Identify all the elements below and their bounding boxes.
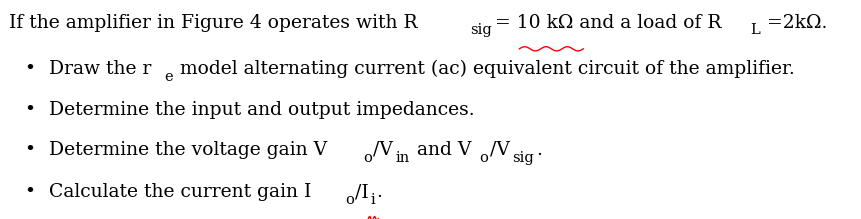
Text: o: o	[345, 193, 354, 207]
Text: /V: /V	[490, 141, 510, 159]
Text: o: o	[362, 151, 372, 165]
Text: model alternating current (ac) equivalent circuit of the amplifier.: model alternating current (ac) equivalen…	[174, 60, 795, 78]
Text: i: i	[370, 193, 375, 207]
Text: sig: sig	[470, 23, 492, 37]
Text: Calculate the current gain I: Calculate the current gain I	[49, 183, 312, 201]
Text: •: •	[25, 141, 35, 159]
Text: .: .	[536, 141, 542, 159]
Text: in: in	[395, 151, 410, 165]
Text: •: •	[25, 60, 35, 78]
Text: e: e	[164, 70, 173, 84]
Text: o: o	[480, 151, 488, 165]
Text: •: •	[25, 183, 35, 201]
Text: Determine the voltage gain V: Determine the voltage gain V	[49, 141, 327, 159]
Text: sig: sig	[512, 151, 534, 165]
Text: /I: /I	[355, 183, 369, 201]
Text: and V: and V	[412, 141, 472, 159]
Text: If the amplifier in Figure 4 operates with R: If the amplifier in Figure 4 operates wi…	[9, 14, 418, 32]
Text: Determine the input and output impedances.: Determine the input and output impedance…	[49, 101, 474, 119]
Text: .: .	[376, 183, 382, 201]
Text: L: L	[751, 23, 760, 37]
Text: /V: /V	[373, 141, 393, 159]
Text: Draw the r: Draw the r	[49, 60, 152, 78]
Text: = 10 kΩ and a load of R: = 10 kΩ and a load of R	[495, 14, 722, 32]
Text: =2kΩ.: =2kΩ.	[761, 14, 827, 32]
Text: •: •	[25, 101, 35, 119]
